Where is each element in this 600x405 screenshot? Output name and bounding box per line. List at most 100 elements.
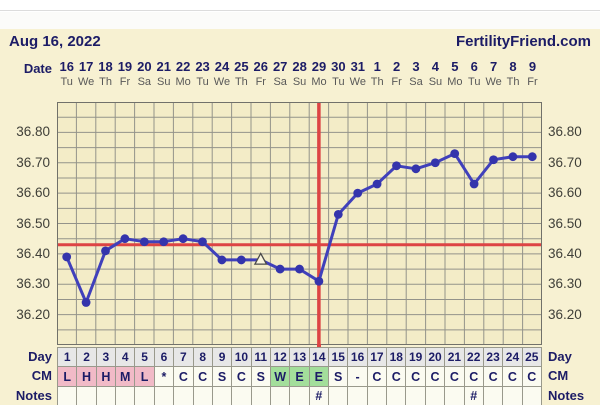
day-cell[interactable]: 13 xyxy=(290,347,310,366)
notes-cell[interactable] xyxy=(232,386,252,405)
day-cell[interactable]: 7 xyxy=(174,347,194,366)
temp-point[interactable] xyxy=(353,188,363,198)
day-cell[interactable]: 22 xyxy=(464,347,484,366)
notes-cell[interactable] xyxy=(348,386,368,405)
notes-cell[interactable] xyxy=(174,386,194,405)
day-cell[interactable]: 2 xyxy=(77,347,97,366)
cm-cell[interactable]: H xyxy=(96,366,117,386)
day-cell[interactable]: 3 xyxy=(96,347,117,366)
temp-point[interactable] xyxy=(62,252,72,262)
temp-point[interactable] xyxy=(295,264,304,274)
temp-point[interactable] xyxy=(159,237,169,247)
notes-cell[interactable] xyxy=(406,386,426,405)
notes-cell[interactable] xyxy=(329,386,349,405)
cm-cell[interactable]: C xyxy=(464,366,484,386)
temp-point[interactable] xyxy=(372,179,382,189)
cm-cell[interactable]: C xyxy=(367,366,388,386)
temp-point[interactable] xyxy=(430,158,440,168)
cm-cell[interactable]: C xyxy=(193,366,213,386)
temp-point[interactable] xyxy=(527,152,537,162)
notes-cell[interactable] xyxy=(522,386,542,405)
cm-cell[interactable]: C xyxy=(445,366,465,386)
temp-point[interactable] xyxy=(139,237,149,247)
cm-cell[interactable]: C xyxy=(522,366,542,386)
notes-cell[interactable] xyxy=(270,386,291,405)
day-cell[interactable]: 5 xyxy=(135,347,155,366)
day-cell[interactable]: 14 xyxy=(309,347,330,366)
temp-point[interactable] xyxy=(236,255,246,265)
day-cell[interactable]: 8 xyxy=(193,347,213,366)
brand-link[interactable]: FertilityFriend.com xyxy=(455,33,591,50)
day-cell[interactable]: 10 xyxy=(232,347,252,366)
notes-cell[interactable] xyxy=(77,386,97,405)
day-cell[interactable]: 4 xyxy=(116,347,136,366)
cm-cell[interactable]: S xyxy=(212,366,233,386)
notes-cell[interactable] xyxy=(116,386,136,405)
cm-cell[interactable]: C xyxy=(425,366,446,386)
temp-point[interactable] xyxy=(333,209,343,219)
notes-cell[interactable] xyxy=(193,386,213,405)
cm-cell[interactable]: * xyxy=(154,366,175,386)
cm-cell[interactable]: C xyxy=(483,366,504,386)
day-cell[interactable]: 18 xyxy=(387,347,407,366)
day-cell[interactable]: 9 xyxy=(212,347,233,366)
notes-cell[interactable] xyxy=(251,386,271,405)
cm-cell[interactable]: S xyxy=(251,366,271,386)
day-cell[interactable]: 23 xyxy=(483,347,504,366)
cm-cell[interactable]: C xyxy=(406,366,426,386)
day-cell[interactable]: 1 xyxy=(58,347,78,366)
temp-point[interactable] xyxy=(314,276,324,286)
temp-point[interactable] xyxy=(120,234,130,244)
cm-cell[interactable]: E xyxy=(290,366,310,386)
temp-point[interactable] xyxy=(81,298,91,307)
cm-cell[interactable]: C xyxy=(174,366,194,386)
temp-point[interactable] xyxy=(469,179,479,189)
day-cell[interactable]: 21 xyxy=(445,347,465,366)
cm-cell[interactable]: L xyxy=(58,366,78,386)
cm-cell[interactable]: C xyxy=(387,366,407,386)
day-cell[interactable]: 6 xyxy=(154,347,175,366)
notes-cell[interactable] xyxy=(387,386,407,405)
notes-cell[interactable] xyxy=(483,386,504,405)
day-cell[interactable]: 16 xyxy=(348,347,368,366)
day-cell[interactable]: 15 xyxy=(329,347,349,366)
cm-cell[interactable]: L xyxy=(135,366,155,386)
notes-cell[interactable] xyxy=(290,386,310,405)
day-cell[interactable]: 17 xyxy=(367,347,388,366)
cm-cell[interactable]: E xyxy=(309,366,330,386)
temp-point[interactable] xyxy=(178,234,188,244)
cm-cell[interactable]: H xyxy=(77,366,97,386)
cm-cell[interactable]: C xyxy=(503,366,523,386)
notes-cell[interactable] xyxy=(367,386,388,405)
temp-point[interactable] xyxy=(489,155,498,165)
notes-cell[interactable] xyxy=(445,386,465,405)
cm-cell[interactable]: - xyxy=(348,366,368,386)
notes-cell[interactable] xyxy=(503,386,523,405)
temp-point[interactable] xyxy=(450,149,460,159)
discarded-temp-point[interactable] xyxy=(253,252,268,265)
notes-cell[interactable] xyxy=(58,386,78,405)
temp-point[interactable] xyxy=(217,255,227,265)
day-cell[interactable]: 24 xyxy=(503,347,523,366)
notes-cell[interactable] xyxy=(212,386,233,405)
day-cell[interactable]: 20 xyxy=(425,347,446,366)
temp-point[interactable] xyxy=(508,152,518,162)
temp-point[interactable] xyxy=(275,264,285,274)
day-cell[interactable]: 25 xyxy=(522,347,542,366)
notes-cell[interactable] xyxy=(135,386,155,405)
cm-cell[interactable]: M xyxy=(116,366,136,386)
temp-point[interactable] xyxy=(101,246,110,256)
temp-point[interactable] xyxy=(392,161,401,171)
cm-cell[interactable]: W xyxy=(270,366,291,386)
day-cell[interactable]: 11 xyxy=(251,347,271,366)
day-cell[interactable]: 19 xyxy=(406,347,426,366)
notes-cell[interactable] xyxy=(154,386,175,405)
temp-point[interactable] xyxy=(411,164,421,174)
day-cell[interactable]: 12 xyxy=(270,347,291,366)
temp-point[interactable] xyxy=(198,237,207,247)
notes-cell[interactable] xyxy=(425,386,446,405)
notes-cell[interactable]: # xyxy=(309,386,330,405)
cm-cell[interactable]: S xyxy=(329,366,349,386)
notes-cell[interactable]: # xyxy=(464,386,484,405)
cm-cell[interactable]: C xyxy=(232,366,252,386)
